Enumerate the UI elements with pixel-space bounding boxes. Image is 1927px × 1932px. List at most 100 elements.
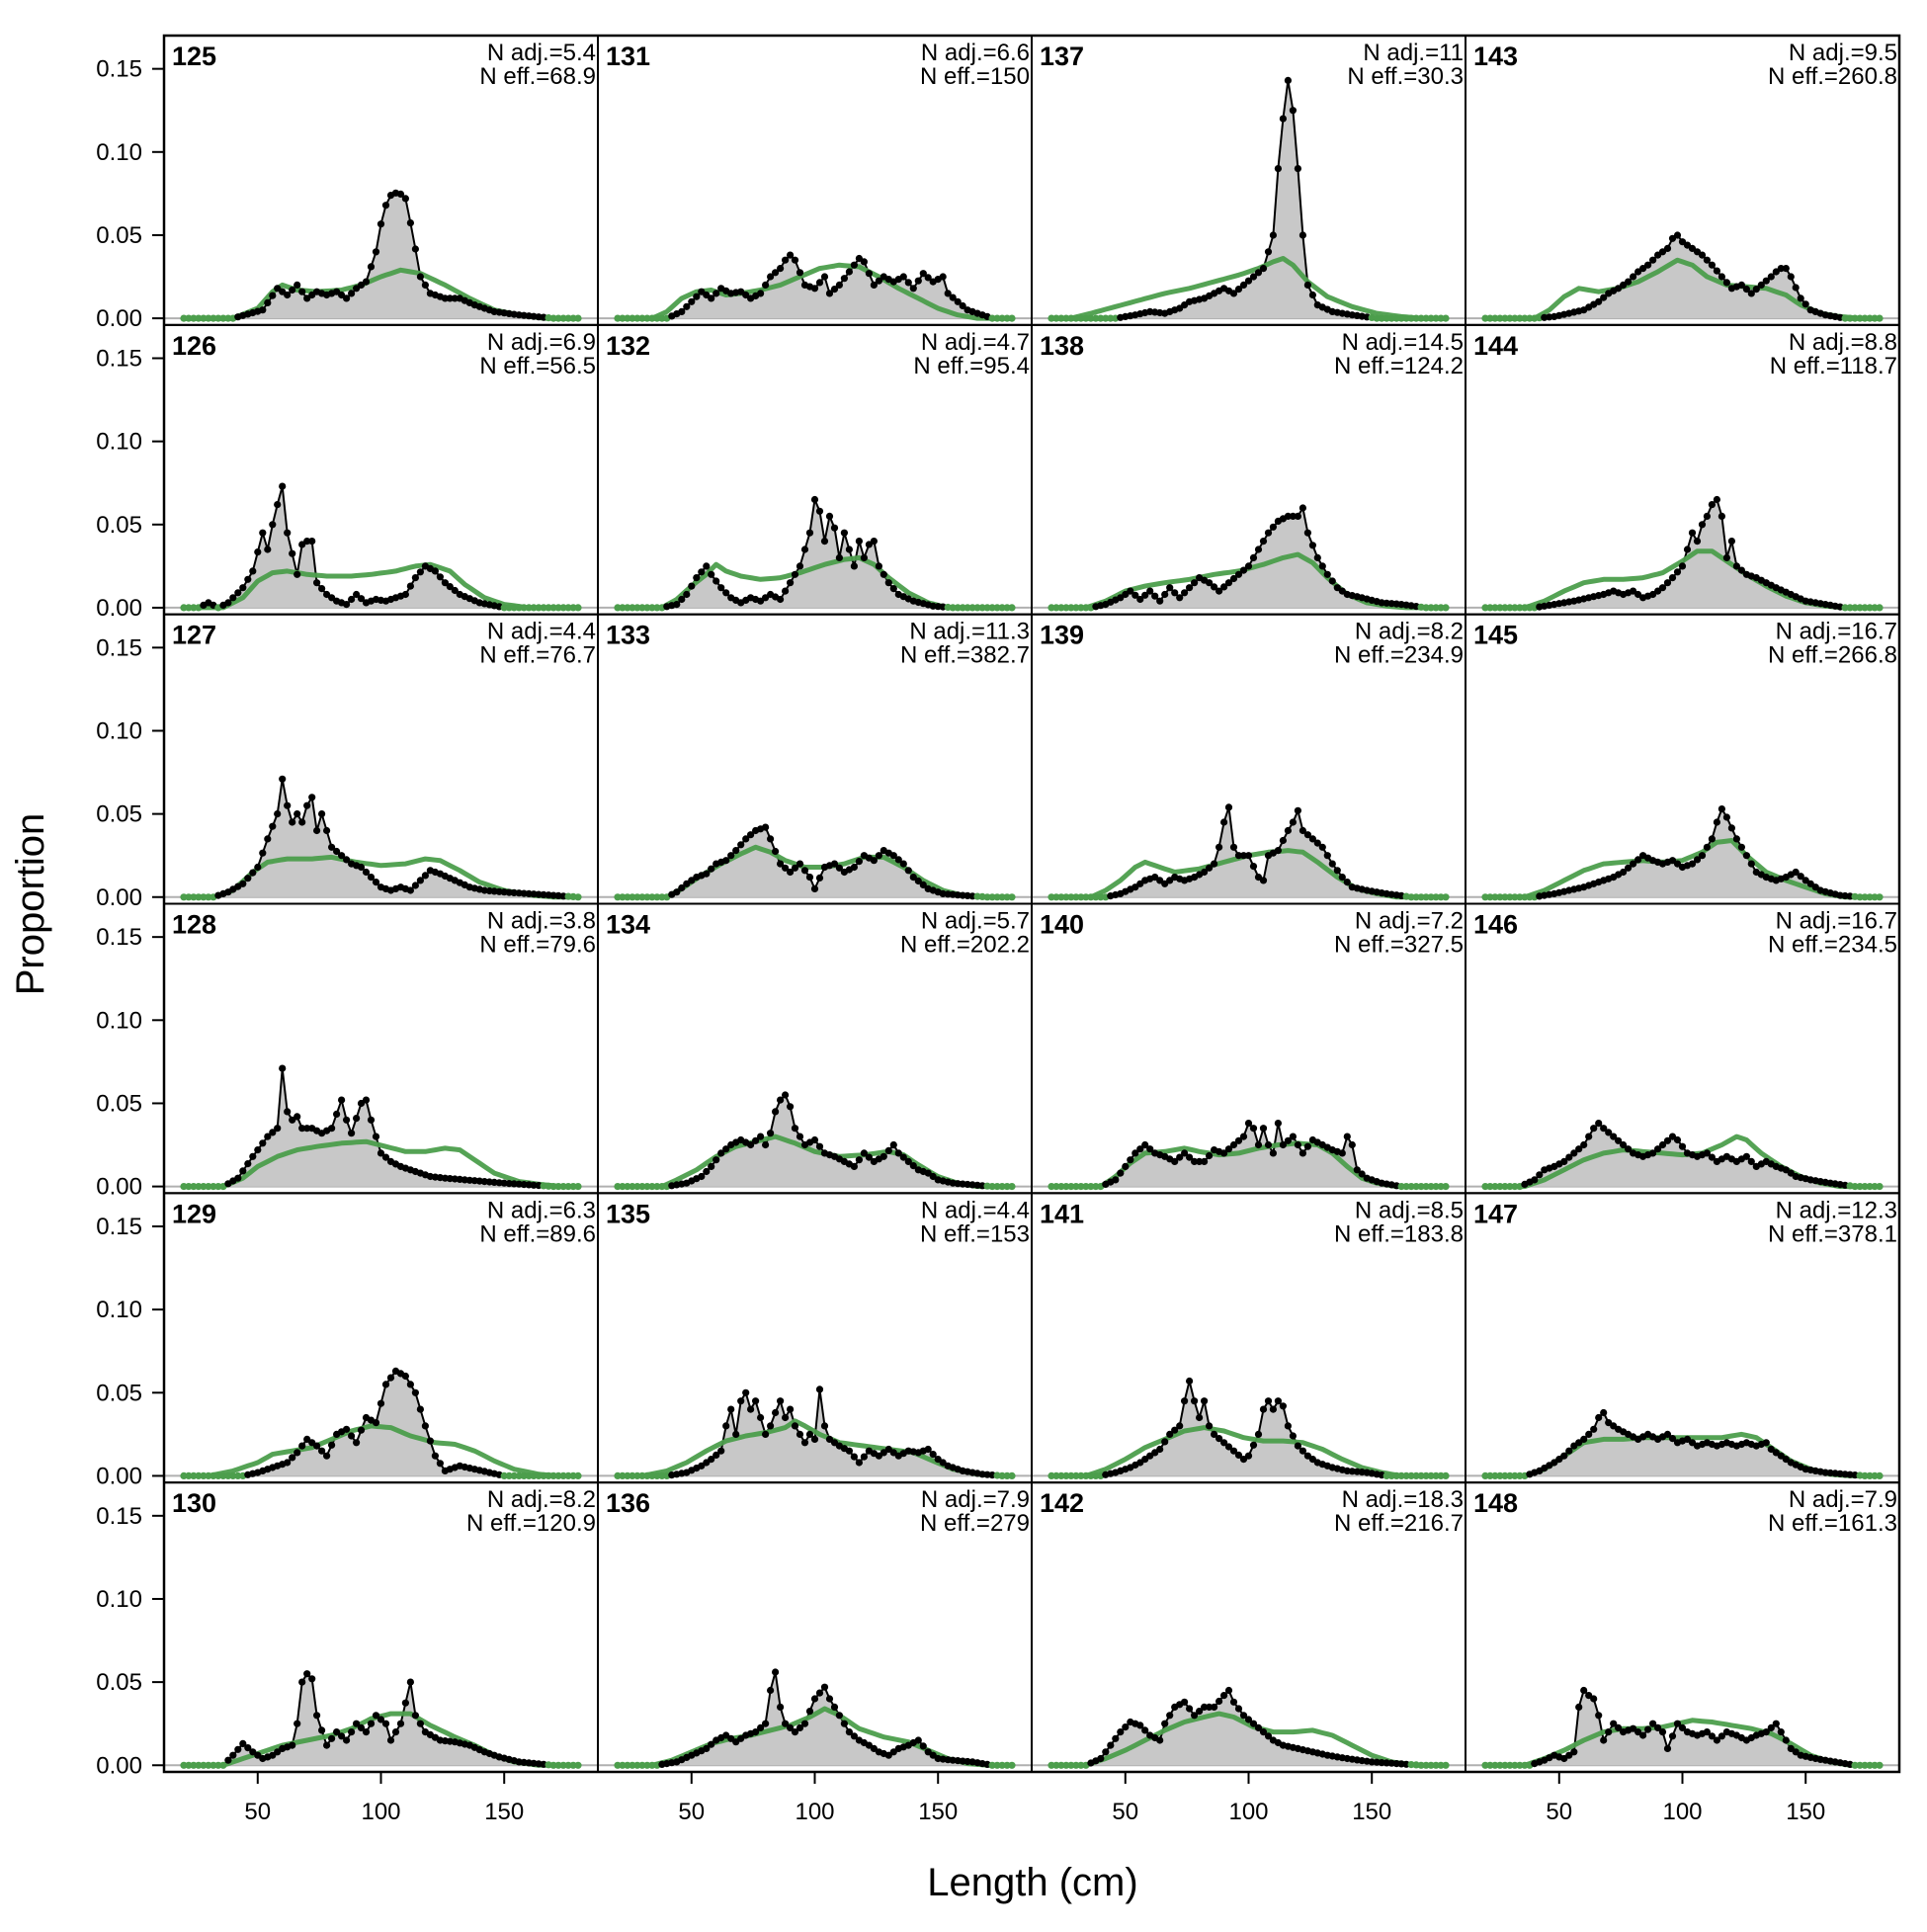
observed-point xyxy=(1654,1145,1662,1153)
observed-point xyxy=(1792,868,1800,877)
panel-133: 133 N adj.=11.3N eff.=382.7 xyxy=(598,619,1032,901)
observed-point xyxy=(648,1183,656,1191)
observed-point xyxy=(1082,314,1090,322)
panel-134: 134 N adj.=5.7N eff.=202.2 xyxy=(598,908,1032,1191)
observed-point xyxy=(830,286,839,294)
observed-point xyxy=(396,1720,405,1727)
observed-point xyxy=(574,893,582,901)
y-tick-label: 0.00 xyxy=(96,1463,142,1489)
observed-point xyxy=(1082,1471,1090,1479)
observed-point xyxy=(1412,1471,1420,1479)
observed-point xyxy=(1008,314,1016,322)
observed-point xyxy=(1141,591,1149,599)
observed-point xyxy=(1333,867,1341,875)
observed-point xyxy=(1610,1720,1618,1727)
observed-point xyxy=(1422,1761,1430,1769)
observed-point xyxy=(1181,1149,1189,1157)
observed-point xyxy=(1762,277,1770,285)
observed-point xyxy=(1580,1140,1588,1149)
observed-point xyxy=(805,1430,814,1438)
observed-point xyxy=(678,307,686,315)
observed-point xyxy=(1575,1703,1583,1711)
x-tick-label: 50 xyxy=(1112,1799,1138,1825)
observed-point xyxy=(406,219,414,227)
observed-point xyxy=(1249,1720,1258,1727)
observed-point xyxy=(411,1712,419,1720)
observed-point xyxy=(377,220,385,228)
observed-point xyxy=(535,1471,543,1479)
observed-point xyxy=(762,1430,770,1438)
observed-point xyxy=(1432,314,1440,322)
observed-point xyxy=(919,270,927,278)
observed-point xyxy=(1067,314,1075,322)
observed-point xyxy=(1511,314,1519,322)
observed-point xyxy=(845,268,854,276)
observed-points xyxy=(1047,76,1450,322)
observed-point xyxy=(357,863,366,872)
observed-point xyxy=(1620,868,1628,877)
observed-point xyxy=(1658,1140,1667,1149)
observed-point xyxy=(688,582,696,590)
observed-point xyxy=(1516,604,1524,612)
observed-point xyxy=(815,874,824,882)
observed-point xyxy=(1876,1183,1884,1191)
observed-point xyxy=(269,1129,277,1136)
observed-point xyxy=(1259,538,1268,546)
observed-point xyxy=(1077,314,1085,322)
observed-point xyxy=(1151,592,1159,600)
observed-point xyxy=(1338,874,1346,882)
observed-point xyxy=(1427,314,1435,322)
observed-point xyxy=(1328,577,1336,585)
observed-point xyxy=(1294,806,1301,814)
observed-point xyxy=(1501,1183,1509,1191)
observed-point xyxy=(1708,1732,1716,1740)
observed-area xyxy=(1484,808,1881,897)
observed-point xyxy=(1521,314,1529,322)
observed-point xyxy=(1215,843,1223,851)
observed-point xyxy=(1156,1736,1164,1744)
observed-point xyxy=(810,285,819,293)
observed-point xyxy=(1777,265,1785,273)
observed-point xyxy=(767,1422,775,1430)
observed-point xyxy=(757,1723,765,1731)
observed-point xyxy=(1161,1720,1169,1727)
observed-point xyxy=(1501,1761,1509,1769)
observed-point xyxy=(200,1183,208,1191)
observed-point xyxy=(1244,1452,1253,1460)
observed-point xyxy=(850,261,859,269)
observed-point xyxy=(1087,893,1095,901)
observed-point xyxy=(362,1728,371,1736)
observed-point xyxy=(1649,1720,1657,1727)
observed-point xyxy=(810,1695,819,1703)
observed-point xyxy=(1112,1734,1120,1742)
observed-point xyxy=(1171,589,1179,597)
observed-point xyxy=(747,831,755,839)
observed-point xyxy=(796,562,804,570)
observed-point xyxy=(1122,1162,1130,1170)
observed-point xyxy=(884,1146,892,1154)
observed-point xyxy=(353,1720,361,1727)
observed-point xyxy=(1166,584,1174,592)
n-eff-label: N eff.=30.3 xyxy=(1347,63,1464,90)
observed-point xyxy=(978,604,986,612)
observed-point xyxy=(421,872,429,880)
observed-point xyxy=(1565,1447,1573,1455)
observed-point xyxy=(1234,570,1243,578)
observed-point xyxy=(683,590,691,599)
n-adj-label: N adj.=8.2 xyxy=(487,1486,596,1513)
observed-point xyxy=(820,538,829,546)
observed-point xyxy=(1264,1397,1273,1405)
observed-points xyxy=(1481,805,1884,901)
observed-point xyxy=(205,1761,212,1769)
observed-point xyxy=(343,1425,351,1433)
y-tick-label: 0.00 xyxy=(96,884,142,911)
observed-point xyxy=(772,1408,780,1417)
observed-point xyxy=(229,594,237,602)
observed-point xyxy=(624,314,631,322)
observed-point xyxy=(1299,231,1306,239)
observed-point xyxy=(1585,1430,1593,1438)
observed-point xyxy=(628,314,636,322)
observed-point xyxy=(234,589,242,597)
observed-point xyxy=(1052,314,1060,322)
